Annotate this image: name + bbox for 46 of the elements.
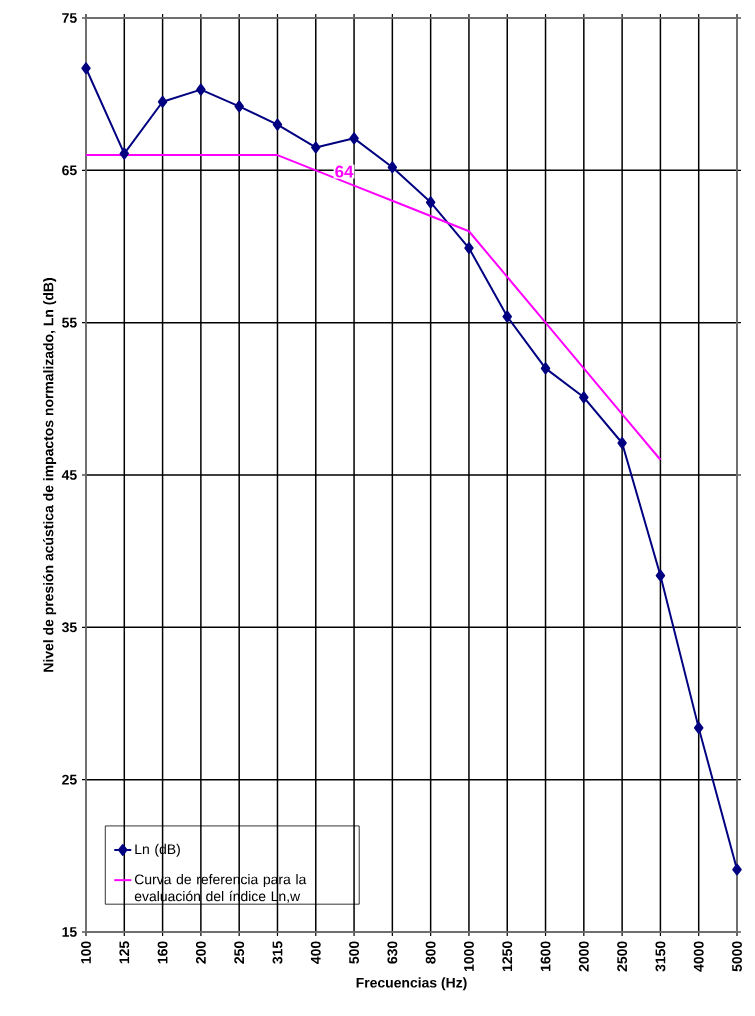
point	[311, 141, 321, 154]
x-tick-label: 400	[310, 941, 321, 964]
point	[234, 100, 244, 113]
y-tick-label: 55	[62, 317, 77, 328]
x-axis-title: Frecuencias (Hz)	[356, 977, 467, 991]
x-tick-label: 800	[425, 941, 436, 964]
y-tick-label: 25	[62, 774, 77, 785]
x-tick-label: 2500	[617, 941, 628, 972]
y-axis-title: Nivel de presión acústica de impactos normalizado, Ln (dB)	[43, 278, 57, 672]
point	[693, 721, 704, 734]
point	[617, 437, 627, 449]
x-tick-label: 100	[81, 941, 91, 964]
x-tick-label: 125	[119, 941, 130, 964]
x-tick-label: 200	[195, 941, 206, 964]
y-tick-label: 65	[62, 165, 77, 176]
x-tick-label: 630	[387, 941, 398, 964]
point	[349, 132, 359, 145]
point	[579, 391, 589, 404]
y-tick-label: 15	[62, 927, 77, 937]
annotation: 64	[335, 165, 354, 178]
point	[425, 196, 436, 209]
x-tick-label: 250	[234, 941, 245, 964]
point	[464, 242, 474, 254]
y-tick-label: 35	[61, 622, 77, 633]
point	[196, 83, 206, 96]
point	[540, 362, 551, 375]
x-tick-label: 315	[272, 941, 283, 964]
point	[655, 569, 666, 582]
point	[502, 310, 512, 323]
y-tick-label: 45	[61, 470, 77, 480]
point	[119, 147, 130, 160]
point	[387, 161, 398, 174]
point	[81, 62, 91, 75]
x-tick-label: 500	[349, 941, 359, 964]
y-tick-label: 75	[62, 13, 77, 23]
x-tick-label: 160	[157, 941, 168, 964]
x-tick-label: 1600	[540, 941, 551, 971]
point	[732, 863, 742, 876]
x-tick-label: 1250	[502, 941, 513, 971]
point	[157, 95, 168, 108]
x-tick-label: 2000	[578, 941, 589, 972]
x-tick-label: 4000	[693, 941, 704, 972]
x-tick-label: 3150	[655, 941, 666, 972]
point	[272, 118, 283, 131]
x-tick-label: 1000	[464, 941, 474, 971]
x-tick-label: 5000	[732, 941, 742, 972]
